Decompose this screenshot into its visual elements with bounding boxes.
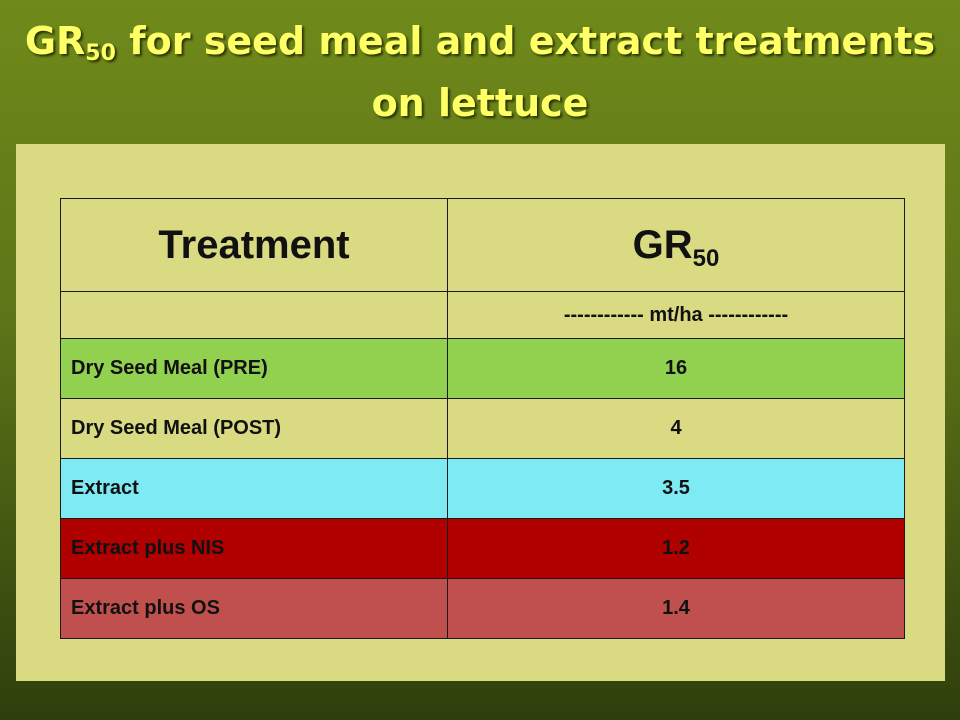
table-row: Extract 3.5	[60, 458, 905, 519]
title-gr: GR	[24, 19, 86, 63]
title-line-2: on lettuce	[371, 81, 589, 125]
treatment-cell: Dry Seed Meal (POST)	[60, 398, 448, 459]
header-gr50: GR50	[447, 198, 905, 292]
table-header-row: Treatment GR50	[60, 198, 905, 292]
unit-cell: ------------ mt/ha ------------	[447, 291, 905, 339]
gr50-cell: 16	[447, 338, 905, 399]
title-line-1: GR50 for seed meal and extract treatment…	[0, 10, 960, 72]
title-rest: for seed meal and extract treatments	[115, 19, 936, 63]
table-row: Extract plus OS 1.4	[60, 578, 905, 639]
gr50-table: Treatment GR50 ------------ mt/ha ------…	[60, 198, 905, 639]
header-gr: GR	[632, 222, 693, 267]
header-gr-subscript: 50	[692, 244, 720, 272]
treatment-cell: Extract plus NIS	[60, 518, 448, 579]
table-row: Dry Seed Meal (POST) 4	[60, 398, 905, 459]
gr50-cell: 1.2	[447, 518, 905, 579]
table-row: Extract plus NIS 1.2	[60, 518, 905, 579]
title-gr-subscript: 50	[85, 41, 116, 66]
treatment-cell: Dry Seed Meal (PRE)	[60, 338, 448, 399]
treatment-cell: Extract plus OS	[60, 578, 448, 639]
header-treatment: Treatment	[60, 198, 448, 292]
gr50-cell: 3.5	[447, 458, 905, 519]
gr50-cell: 4	[447, 398, 905, 459]
treatment-cell: Extract	[60, 458, 448, 519]
unit-empty-cell	[60, 291, 448, 339]
table-unit-row: ------------ mt/ha ------------	[60, 291, 905, 339]
slide-title: GR50 for seed meal and extract treatment…	[0, 10, 960, 134]
gr50-cell: 1.4	[447, 578, 905, 639]
table-row: Dry Seed Meal (PRE) 16	[60, 338, 905, 399]
